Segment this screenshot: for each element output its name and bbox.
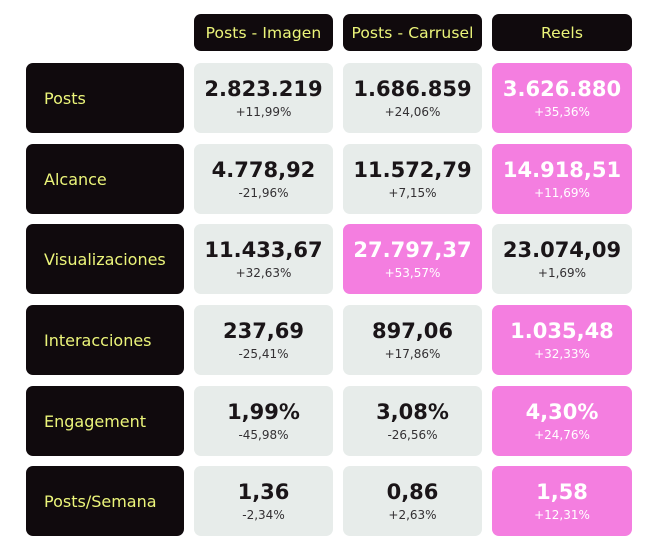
metric-cell: 1,99% -45,98% [194,386,333,456]
metric-change: -21,96% [238,186,289,200]
metric-change: +2,63% [388,508,437,522]
metric-change: -26,56% [387,428,438,442]
row-header-posts-semana: Posts/Semana [26,466,184,536]
metric-cell-highlighted: 27.797,37 +53,57% [343,224,482,294]
metric-change: +17,86% [384,347,441,361]
metric-cell: 2.823.219 +11,99% [194,63,333,133]
metric-cell: 23.074,09 +1,69% [492,224,632,294]
metric-cell: 0,86 +2,63% [343,466,482,536]
metric-value: 11.572,79 [353,158,472,182]
metric-change: +11,99% [235,105,292,119]
metric-cell-highlighted: 3.626.880 +35,36% [492,63,632,133]
metric-value: 3,08% [376,400,449,424]
row-header-visualizaciones: Visualizaciones [26,224,184,294]
row-header-alcance: Alcance [26,144,184,214]
metric-value: 4,30% [525,400,599,424]
column-header-posts-imagen: Posts - Imagen [194,14,333,51]
metric-cell: 3,08% -26,56% [343,386,482,456]
metric-change: +24,76% [534,428,590,442]
metric-change: +11,69% [534,186,590,200]
metric-value: 27.797,37 [353,238,472,262]
row-header-posts: Posts [26,63,184,133]
metric-value: 1,99% [227,400,300,424]
row-header-engagement: Engagement [26,386,184,456]
metric-cell: 237,69 -25,41% [194,305,333,375]
row-header-interacciones: Interacciones [26,305,184,375]
metric-cell-highlighted: 1.035,48 +32,33% [492,305,632,375]
metric-value: 2.823.219 [204,77,323,101]
metric-change: +53,57% [384,266,441,280]
metric-cell: 4.778,92 -21,96% [194,144,333,214]
metric-value: 1,58 [536,480,588,504]
metric-change: +7,15% [388,186,437,200]
metric-value: 1.686.859 [353,77,472,101]
metric-value: 11.433,67 [204,238,323,262]
metric-change: -25,41% [238,347,289,361]
metric-value: 4.778,92 [211,158,316,182]
metric-change: +24,06% [384,105,441,119]
metric-change: +1,69% [537,266,587,280]
metric-cell: 11.433,67 +32,63% [194,224,333,294]
metric-value: 1,36 [237,480,290,504]
metric-change: +32,63% [235,266,292,280]
metric-change: +35,36% [534,105,590,119]
column-header-reels: Reels [492,14,632,51]
metric-cell: 1,36 -2,34% [194,466,333,536]
metric-cell-highlighted: 4,30% +24,76% [492,386,632,456]
metric-change: -45,98% [238,428,289,442]
metric-value: 3.626.880 [502,77,622,101]
metric-change: -2,34% [242,508,285,522]
metric-value: 23.074,09 [502,238,622,262]
metric-change: +32,33% [534,347,590,361]
metric-cell: 11.572,79 +7,15% [343,144,482,214]
metric-value: 14.918,51 [502,158,622,182]
metric-value: 1.035,48 [510,319,614,343]
metric-value: 237,69 [222,319,305,343]
metric-cell-highlighted: 14.918,51 +11,69% [492,144,632,214]
metric-cell: 1.686.859 +24,06% [343,63,482,133]
metric-value: 0,86 [386,480,439,504]
metric-cell-highlighted: 1,58 +12,31% [492,466,632,536]
metric-value: 897,06 [371,319,454,343]
metric-cell: 897,06 +17,86% [343,305,482,375]
column-header-posts-carrusel: Posts - Carrusel [343,14,482,51]
metric-change: +12,31% [534,508,590,522]
